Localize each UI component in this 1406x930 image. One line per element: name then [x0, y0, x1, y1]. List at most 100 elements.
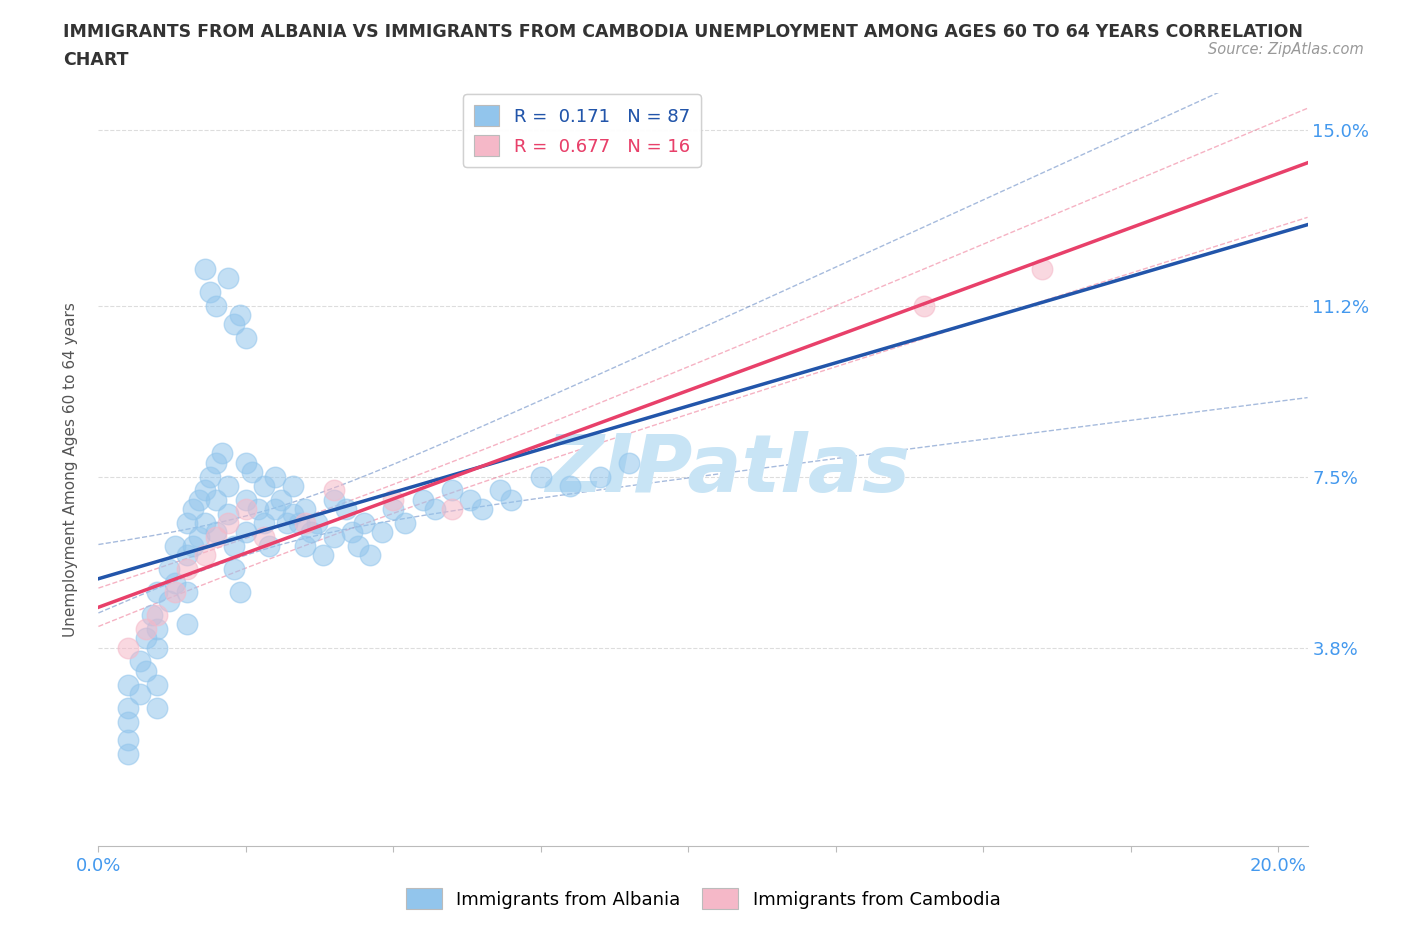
Point	[222, 562, 245, 577]
Point	[229, 308, 252, 323]
Point	[217, 506, 239, 521]
Point	[458, 492, 481, 507]
Point	[299, 525, 322, 539]
Point	[222, 538, 245, 553]
Point	[246, 501, 269, 516]
Point	[235, 330, 257, 345]
Point	[205, 529, 228, 544]
Point	[135, 631, 157, 645]
Point	[323, 483, 346, 498]
Point	[441, 483, 464, 498]
Point	[146, 677, 169, 692]
Point	[117, 640, 139, 655]
Point	[200, 285, 222, 299]
Point	[252, 515, 274, 530]
Point	[200, 469, 222, 484]
Point	[1031, 261, 1053, 276]
Point	[165, 576, 187, 591]
Point	[229, 585, 252, 600]
Text: CHART: CHART	[63, 51, 129, 69]
Legend: R =  0.171   N = 87, R =  0.677   N = 16: R = 0.171 N = 87, R = 0.677 N = 16	[464, 95, 700, 166]
Point	[146, 621, 169, 636]
Point	[259, 538, 281, 553]
Point	[294, 501, 316, 516]
Point	[270, 492, 292, 507]
Point	[176, 562, 198, 577]
Point	[181, 501, 204, 516]
Point	[222, 316, 245, 331]
Point	[141, 608, 163, 623]
Point	[441, 501, 464, 516]
Point	[176, 548, 198, 563]
Point	[217, 271, 239, 286]
Point	[335, 501, 357, 516]
Point	[235, 501, 257, 516]
Point	[281, 506, 304, 521]
Point	[288, 515, 311, 530]
Point	[347, 538, 370, 553]
Point	[353, 515, 375, 530]
Point	[264, 501, 287, 516]
Point	[252, 478, 274, 493]
Point	[471, 501, 494, 516]
Point	[146, 640, 169, 655]
Point	[235, 525, 257, 539]
Text: IMMIGRANTS FROM ALBANIA VS IMMIGRANTS FROM CAMBODIA UNEMPLOYMENT AMONG AGES 60 T: IMMIGRANTS FROM ALBANIA VS IMMIGRANTS FR…	[63, 23, 1303, 41]
Point	[205, 525, 228, 539]
Point	[128, 686, 150, 701]
Point	[323, 492, 346, 507]
Point	[165, 585, 187, 600]
Point	[176, 585, 198, 600]
Point	[294, 538, 316, 553]
Point	[323, 529, 346, 544]
Point	[423, 501, 446, 516]
Point	[176, 515, 198, 530]
Point	[135, 621, 157, 636]
Point	[488, 483, 510, 498]
Point	[187, 529, 209, 544]
Point	[117, 747, 139, 762]
Point	[194, 548, 217, 563]
Point	[205, 492, 228, 507]
Point	[194, 261, 217, 276]
Point	[264, 469, 287, 484]
Point	[146, 585, 169, 600]
Point	[157, 594, 180, 609]
Y-axis label: Unemployment Among Ages 60 to 64 years: Unemployment Among Ages 60 to 64 years	[63, 302, 77, 637]
Point	[146, 608, 169, 623]
Point	[217, 515, 239, 530]
Point	[240, 464, 263, 479]
Point	[135, 663, 157, 678]
Point	[382, 492, 405, 507]
Point	[211, 446, 233, 461]
Text: ZIPatlas: ZIPatlas	[544, 431, 910, 509]
Point	[560, 478, 582, 493]
Point	[281, 478, 304, 493]
Point	[117, 677, 139, 692]
Text: Source: ZipAtlas.com: Source: ZipAtlas.com	[1208, 42, 1364, 57]
Point	[165, 538, 187, 553]
Point	[412, 492, 434, 507]
Point	[294, 515, 316, 530]
Point	[912, 299, 935, 313]
Point	[181, 538, 204, 553]
Point	[187, 492, 209, 507]
Point	[194, 515, 217, 530]
Point	[252, 529, 274, 544]
Point	[359, 548, 381, 563]
Point	[619, 456, 641, 471]
Legend: Immigrants from Albania, Immigrants from Cambodia: Immigrants from Albania, Immigrants from…	[398, 881, 1008, 916]
Point	[176, 617, 198, 631]
Point	[305, 515, 328, 530]
Point	[146, 700, 169, 715]
Point	[205, 299, 228, 313]
Point	[217, 478, 239, 493]
Point	[276, 515, 298, 530]
Point	[530, 469, 553, 484]
Point	[117, 700, 139, 715]
Point	[128, 654, 150, 669]
Point	[205, 456, 228, 471]
Point	[194, 483, 217, 498]
Point	[394, 515, 416, 530]
Point	[117, 714, 139, 729]
